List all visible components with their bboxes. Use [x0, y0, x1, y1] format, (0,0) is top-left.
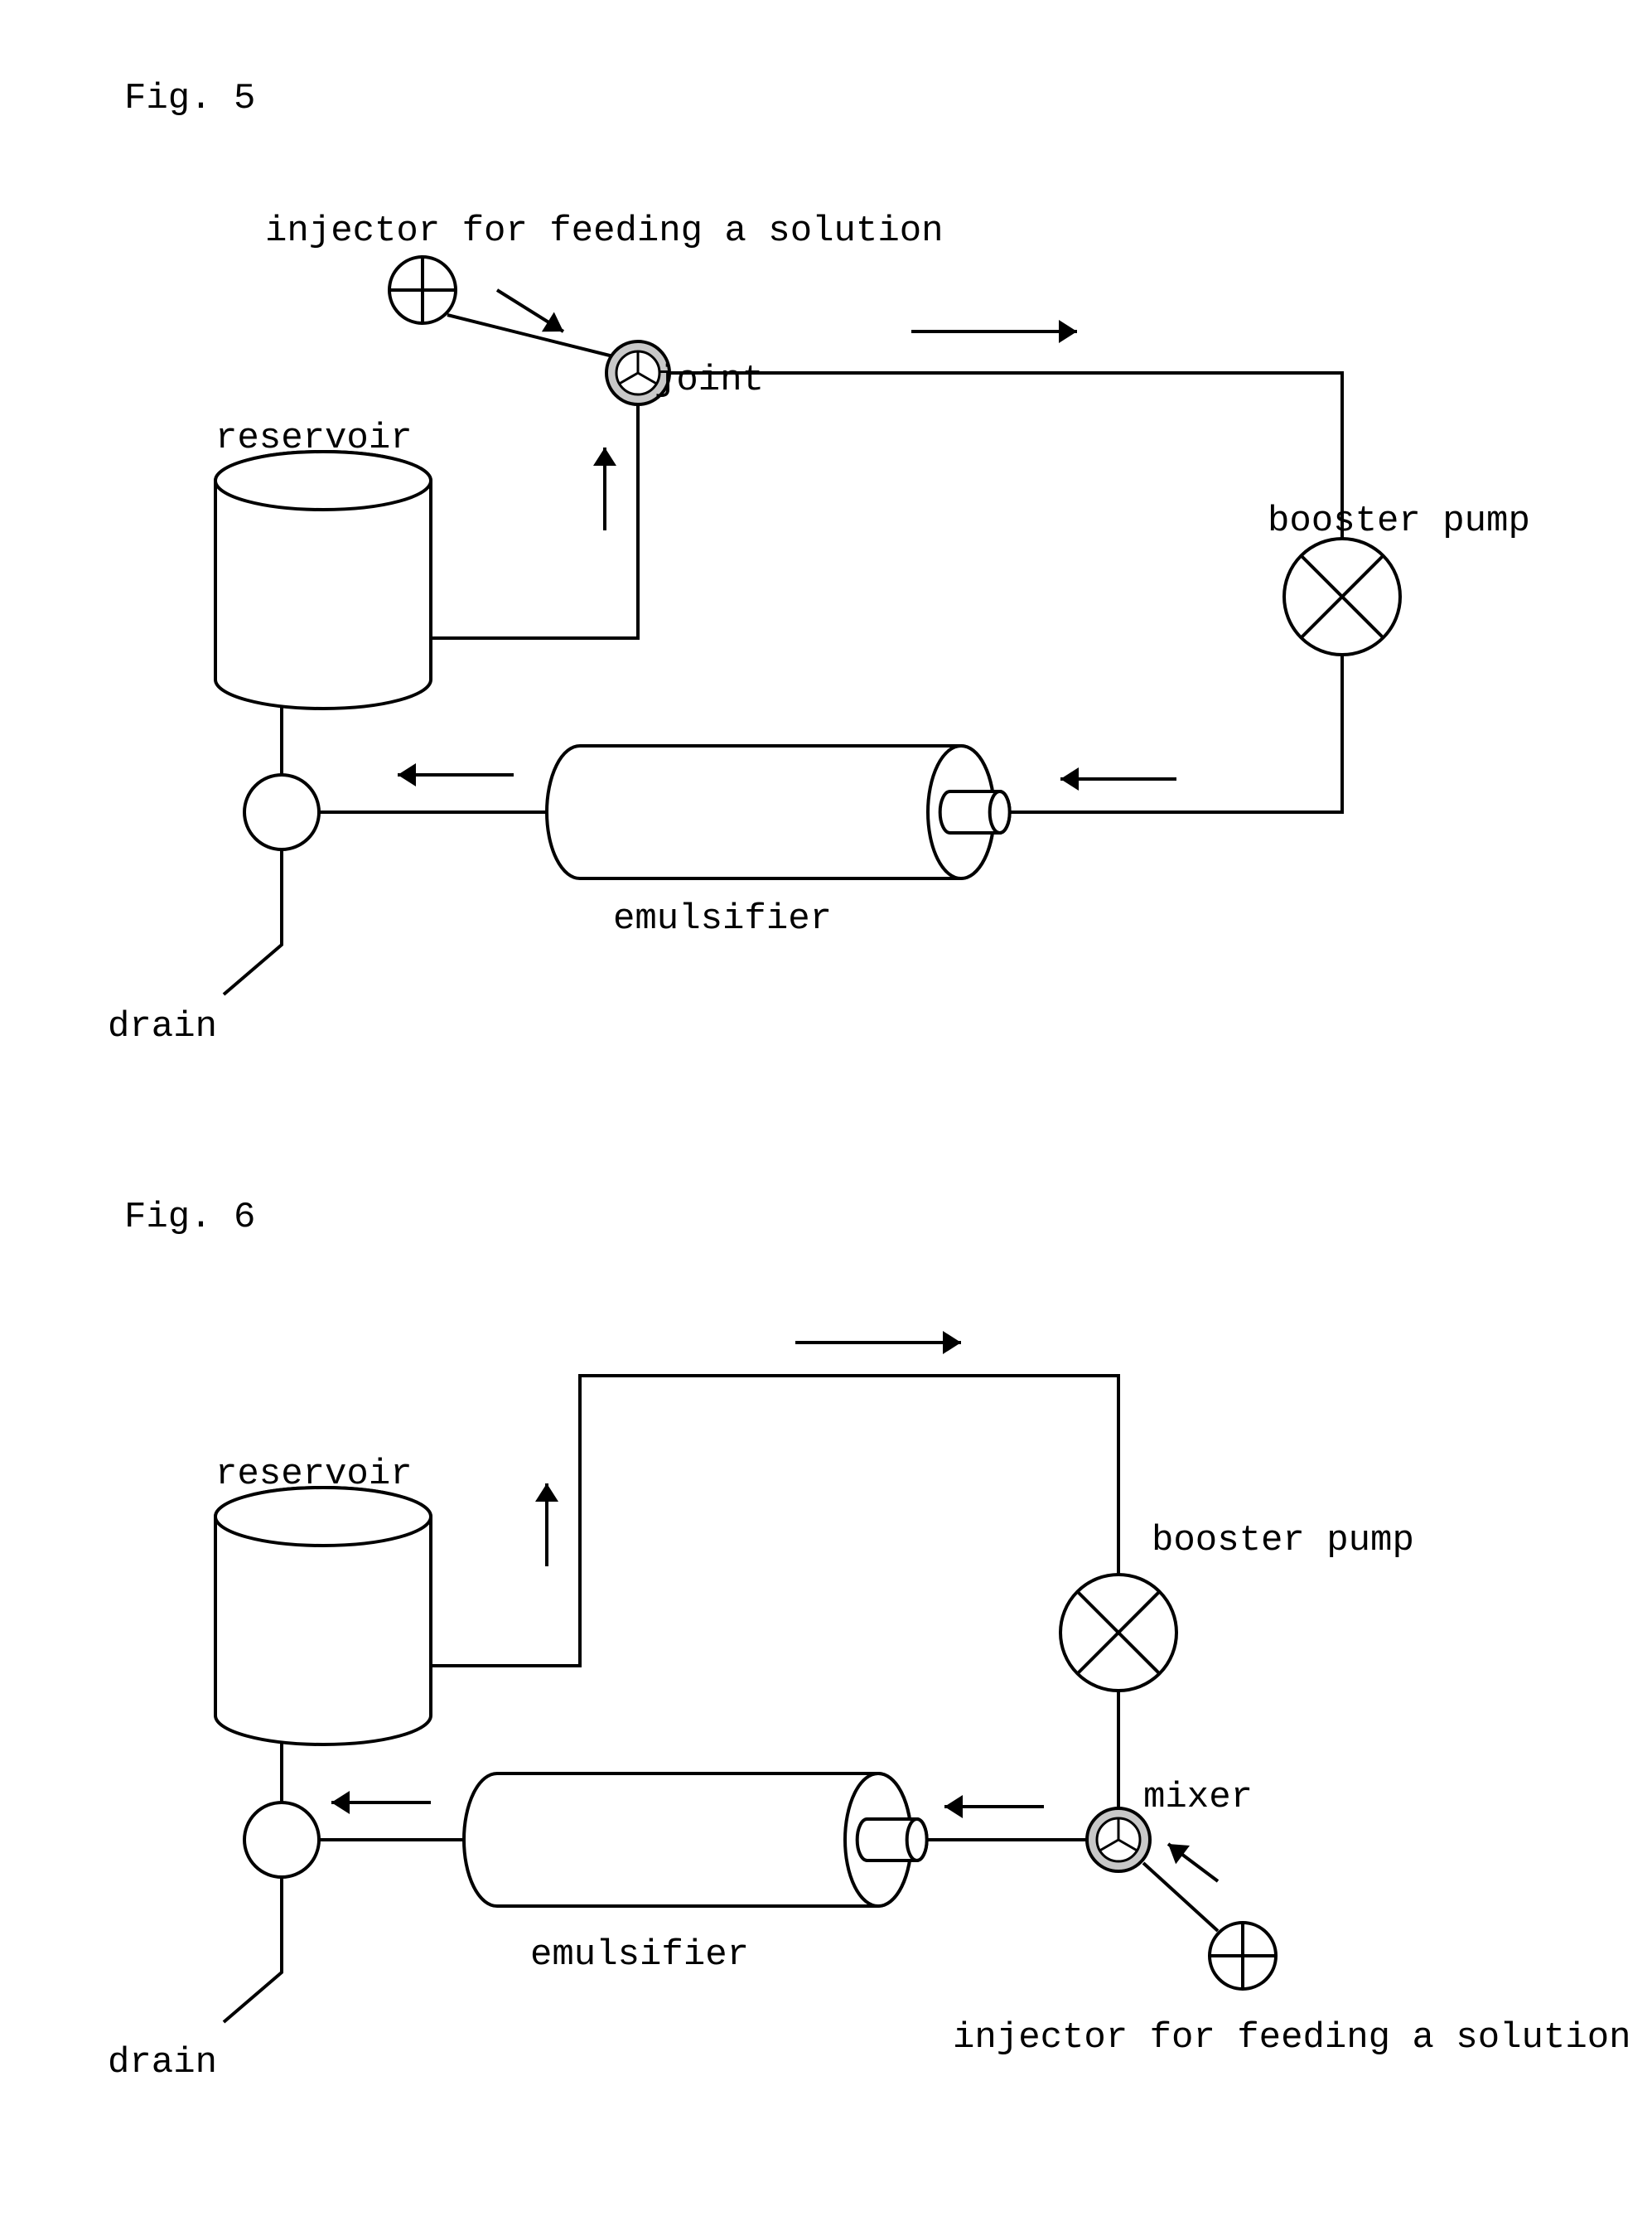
- fig5-label-joint: joint: [655, 360, 764, 401]
- fig5-label-emulsifier: emulsifier: [613, 898, 832, 940]
- fig6-label-emulsifier: emulsifier: [530, 1934, 749, 1976]
- fig5-emulsifier: [547, 746, 1010, 878]
- fig5-label-booster: booster pump: [1268, 501, 1530, 542]
- fig5-caption: Fig. 5: [124, 78, 255, 119]
- fig5-arrow-emul_left-head: [398, 763, 416, 786]
- fig6-caption: Fig. 6: [124, 1197, 255, 1238]
- fig6-arrow-top_right-head: [943, 1331, 961, 1354]
- fig6-label-reservoir: reservoir: [215, 1454, 413, 1495]
- fig6-arrow-mixer_left-head: [944, 1795, 963, 1818]
- fig6-reservoir: [215, 1488, 431, 1744]
- fig6-emulsifier: [464, 1773, 927, 1906]
- fig6-label-booster: booster pump: [1152, 1520, 1414, 1561]
- fig6-label-drain: drain: [108, 2042, 217, 2083]
- fig6-arrow-inj-head: [1168, 1844, 1190, 1864]
- fig5-reservoir: [215, 452, 431, 709]
- fig5-pipe-joint_to_right: [669, 373, 1342, 539]
- fig5-injector: [389, 257, 456, 323]
- fig5-pipe-reservoir_to_joint: [431, 404, 638, 638]
- fig6-mixer: [1087, 1808, 1150, 1871]
- fig6-booster-pump: [1060, 1575, 1176, 1691]
- fig6-pipe-drain_down: [224, 1877, 282, 2022]
- fig5-arrow-top_right-head: [1059, 320, 1077, 343]
- fig5-label-reservoir: reservoir: [215, 418, 413, 459]
- fig6-injector: [1210, 1923, 1276, 1989]
- fig5-pipe-drain_down: [224, 849, 282, 994]
- fig6-label-mixer: mixer: [1143, 1777, 1253, 1818]
- fig5-label-drain: drain: [108, 1006, 217, 1048]
- fig5-drain-node: [244, 775, 319, 849]
- fig5-booster-pump: [1284, 539, 1400, 655]
- fig6-pipe-reservoir_to_top: [431, 1376, 1118, 1666]
- fig5-pipe-pump_to_emul: [994, 655, 1342, 812]
- fig5-arrow-pump_left-head: [1060, 767, 1079, 791]
- fig6-drain-node: [244, 1802, 319, 1877]
- fig5-label-injector: injector for feeding a solution: [265, 210, 944, 252]
- fig6-arrow-up-head: [535, 1483, 558, 1502]
- fig6-label-injector: injector for feeding a solution: [953, 2017, 1631, 2059]
- fig5-arrow-up_to_joint-head: [593, 448, 616, 466]
- fig6-arrow-emul_left-head: [331, 1791, 350, 1814]
- fig5-pipe-injector_to_joint: [447, 315, 613, 356]
